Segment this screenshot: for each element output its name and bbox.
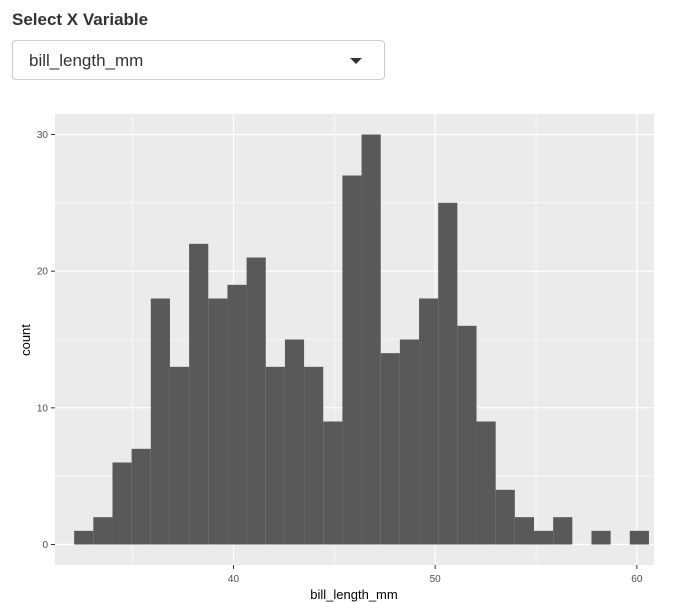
histogram-bar <box>438 202 458 545</box>
x-tick-label: 60 <box>631 574 643 585</box>
histogram-bar <box>93 517 113 545</box>
histogram-bar <box>533 530 554 545</box>
y-tick-label: 30 <box>37 130 49 141</box>
histogram-bar <box>476 421 496 545</box>
histogram-bar <box>150 298 170 545</box>
histogram-bar <box>131 448 151 545</box>
histogram-bar <box>284 339 305 545</box>
y-tick-label: 10 <box>37 403 49 414</box>
histogram-bar <box>361 134 381 545</box>
histogram-bar <box>553 517 573 545</box>
histogram-bar <box>189 243 209 545</box>
histogram-bar <box>112 462 132 545</box>
select-x-label: Select X Variable <box>12 10 149 29</box>
x-axis-title: bill_length_mm <box>310 587 397 602</box>
histogram-bar <box>342 175 362 545</box>
histogram-bar <box>419 298 439 545</box>
histogram-bar <box>457 325 477 545</box>
histogram-bar <box>74 530 94 545</box>
histogram-bar <box>514 517 534 545</box>
y-tick-label: 0 <box>42 540 48 551</box>
caret-down-icon <box>350 58 362 64</box>
histogram-bar <box>495 489 515 545</box>
select-current-value: bill_length_mm <box>29 51 144 70</box>
x-tick-label: 50 <box>430 574 442 585</box>
histogram-bar <box>399 339 420 545</box>
histogram-bar <box>169 366 190 545</box>
histogram-bar <box>246 257 266 545</box>
x-variable-select[interactable]: bill_length_mm <box>12 40 385 80</box>
histogram-plot: 40 50 60 0 10 20 30 count bill_length_mm <box>18 114 654 602</box>
histogram-bar <box>591 530 611 545</box>
histogram-bar <box>380 353 400 545</box>
histogram-bar <box>304 366 324 545</box>
y-tick-label: 20 <box>37 267 49 278</box>
x-tick-label: 40 <box>228 574 240 585</box>
histogram-bar <box>323 421 343 545</box>
histogram-bar <box>208 298 228 545</box>
histogram-bar <box>227 284 247 545</box>
y-axis-title: count <box>18 324 33 356</box>
histogram-bar <box>265 366 285 545</box>
histogram-bar <box>629 530 649 545</box>
